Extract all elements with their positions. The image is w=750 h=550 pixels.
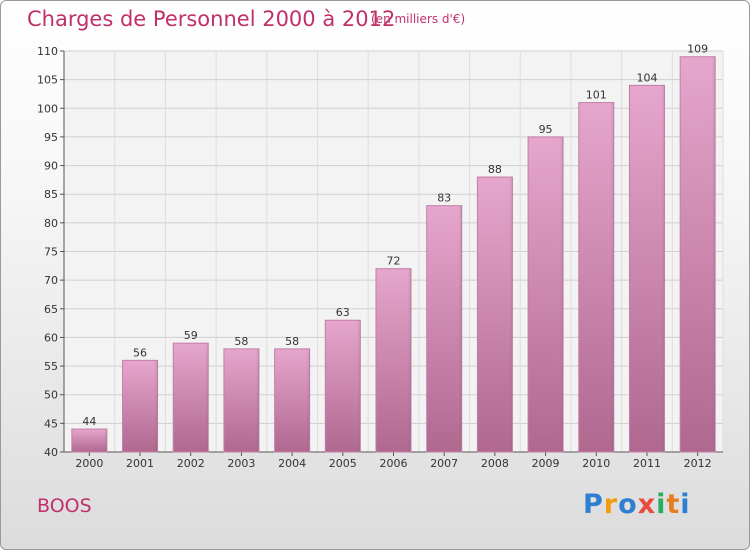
bar-shade-2005 [354, 320, 361, 452]
logo-letter-1: r [603, 489, 619, 520]
x-tick-label-2004: 2004 [278, 457, 306, 470]
y-tick-label-70: 70 [44, 274, 58, 287]
x-tick-label-2001: 2001 [126, 457, 154, 470]
chart-subtitle: (en milliers d'€) [371, 12, 466, 26]
x-tick-label-2009: 2009 [532, 457, 560, 470]
proxiti-logo: Proxiti [583, 489, 691, 520]
location-label: BOOS [37, 495, 92, 517]
value-label-2011: 104 [636, 71, 657, 84]
bar-shade-2012 [709, 56, 716, 452]
logo-letter-5: t [666, 489, 681, 520]
logo-letter-0: P [583, 489, 604, 520]
bar-shade-2008 [506, 177, 513, 452]
chart-title: Charges de Personnel 2000 à 2012 [27, 7, 396, 31]
x-tick-label-2005: 2005 [329, 457, 357, 470]
x-tick-label-2003: 2003 [227, 457, 255, 470]
y-tick-label-105: 105 [37, 74, 58, 87]
logo-letter-3: x [637, 489, 657, 520]
y-tick-label-75: 75 [44, 246, 58, 259]
bar-shade-2000 [100, 429, 107, 452]
x-tick-label-2006: 2006 [380, 457, 408, 470]
value-label-2000: 44 [82, 415, 96, 428]
bars [71, 56, 716, 453]
bar-shade-2004 [303, 348, 310, 452]
bar-shade-2011 [658, 85, 665, 452]
y-tick-label-55: 55 [44, 360, 58, 373]
value-label-2002: 59 [184, 329, 198, 342]
logo-letter-6: i [680, 489, 691, 520]
y-tick-label-100: 100 [37, 102, 58, 115]
x-tick-label-2007: 2007 [430, 457, 458, 470]
logo-letter-4: i [656, 489, 667, 520]
x-tick-label-2011: 2011 [633, 457, 661, 470]
x-tick-label-2010: 2010 [582, 457, 610, 470]
bar-shade-2003 [252, 348, 259, 452]
value-label-2010: 101 [586, 89, 607, 102]
y-tick-label-60: 60 [44, 331, 58, 344]
logo-letter-2: o [618, 489, 638, 520]
value-label-2001: 56 [133, 346, 147, 359]
bar-shade-2010 [607, 102, 614, 453]
bar-shade-2001 [151, 360, 158, 452]
x-tick-label-2002: 2002 [177, 457, 205, 470]
value-label-2012: 109 [687, 43, 708, 56]
bar-shade-2002 [202, 343, 209, 452]
value-label-2003: 58 [234, 335, 248, 348]
value-label-2007: 83 [437, 192, 451, 205]
y-tick-label-110: 110 [37, 45, 58, 58]
x-tick-label-2000: 2000 [75, 457, 103, 470]
bar-shade-2007 [455, 205, 462, 452]
value-label-2004: 58 [285, 335, 299, 348]
y-tick-label-40: 40 [44, 446, 58, 459]
x-tick-label-2012: 2012 [684, 457, 712, 470]
y-tick-label-45: 45 [44, 417, 58, 430]
value-label-2006: 72 [387, 255, 401, 268]
value-label-2008: 88 [488, 163, 502, 176]
y-tick-label-80: 80 [44, 217, 58, 230]
y-tick-label-85: 85 [44, 188, 58, 201]
y-tick-label-65: 65 [44, 303, 58, 316]
x-tick-label-2008: 2008 [481, 457, 509, 470]
y-tick-label-50: 50 [44, 389, 58, 402]
value-label-2005: 63 [336, 306, 350, 319]
bar-shade-2009 [557, 136, 564, 452]
y-tick-label-95: 95 [44, 131, 58, 144]
y-tick-label-90: 90 [44, 160, 58, 173]
value-label-2009: 95 [539, 123, 553, 136]
value-labels: 44 56 59 58 58 63 72 83 88 95 101 104 109 [82, 43, 708, 428]
bar-shade-2006 [405, 268, 411, 452]
